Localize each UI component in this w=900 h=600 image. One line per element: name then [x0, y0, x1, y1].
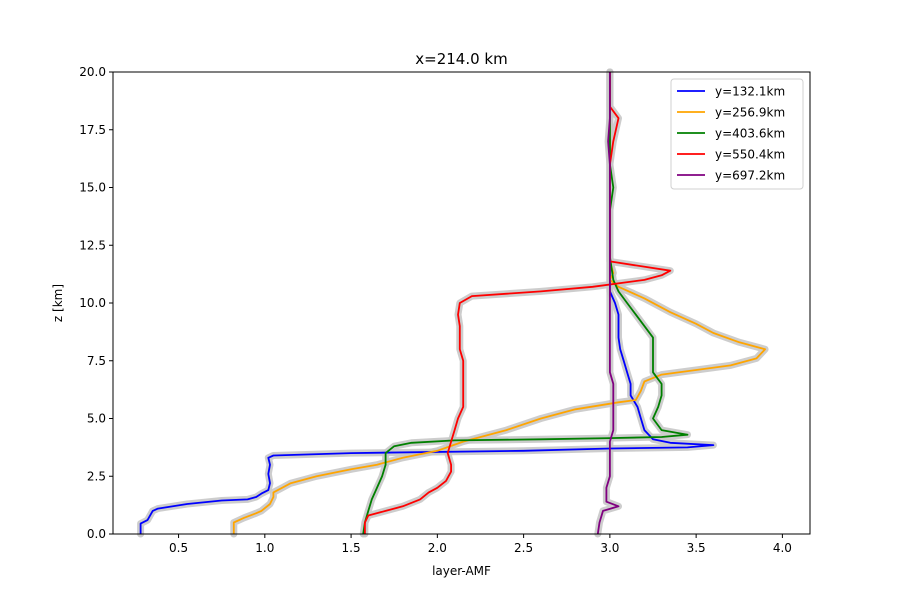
y-tick-label: 12.5	[79, 238, 106, 252]
series-line	[139, 72, 715, 534]
legend-box	[670, 78, 804, 190]
y-tick-label: 5.0	[87, 412, 106, 426]
x-tick-label: 3.5	[687, 541, 706, 555]
y-axis-label: z [km]	[51, 284, 65, 322]
series-line	[362, 72, 689, 535]
x-tick-label: 4.0	[773, 541, 792, 555]
series-lines	[139, 72, 766, 535]
x-axis-label: layer-AMF	[432, 564, 491, 578]
y-tick-label: 17.5	[79, 123, 106, 137]
series-line	[596, 72, 620, 535]
legend-label: y=256.9km	[715, 106, 785, 120]
y-tick-label: 20.0	[79, 65, 106, 79]
chart-title: x=214.0 km	[415, 50, 507, 68]
legend-label: y=403.6km	[715, 127, 785, 141]
y-tick-label: 2.5	[87, 469, 106, 483]
y-tick-label: 0.0	[87, 527, 106, 541]
x-tick-label: 3.0	[600, 541, 619, 555]
y-axis: 0.0 2.5 5.0 7.5 10.0 12.5 15.0 17.5 20.0	[79, 65, 113, 541]
x-tick-label: 0.5	[169, 541, 188, 555]
y-tick-label: 10.0	[79, 296, 106, 310]
uncertainty-band	[359, 68, 691, 538]
x-tick-label: 2.5	[514, 541, 533, 555]
x-tick-label: 1.5	[342, 541, 361, 555]
legend-label: y=132.1km	[715, 85, 785, 99]
legend-label: y=697.2km	[715, 169, 785, 183]
legend: y=132.1km y=256.9km y=403.6km y=550.4km y=69…	[670, 78, 804, 190]
x-tick-label: 2.0	[428, 541, 447, 555]
legend-label: y=550.4km	[715, 148, 785, 162]
x-axis: 0.5 1.0 1.5 2.0 2.5 3.0 3.5 4.0	[169, 534, 792, 555]
y-tick-label: 15.0	[79, 181, 106, 195]
x-tick-label: 1.0	[255, 541, 274, 555]
y-tick-label: 7.5	[87, 354, 106, 368]
